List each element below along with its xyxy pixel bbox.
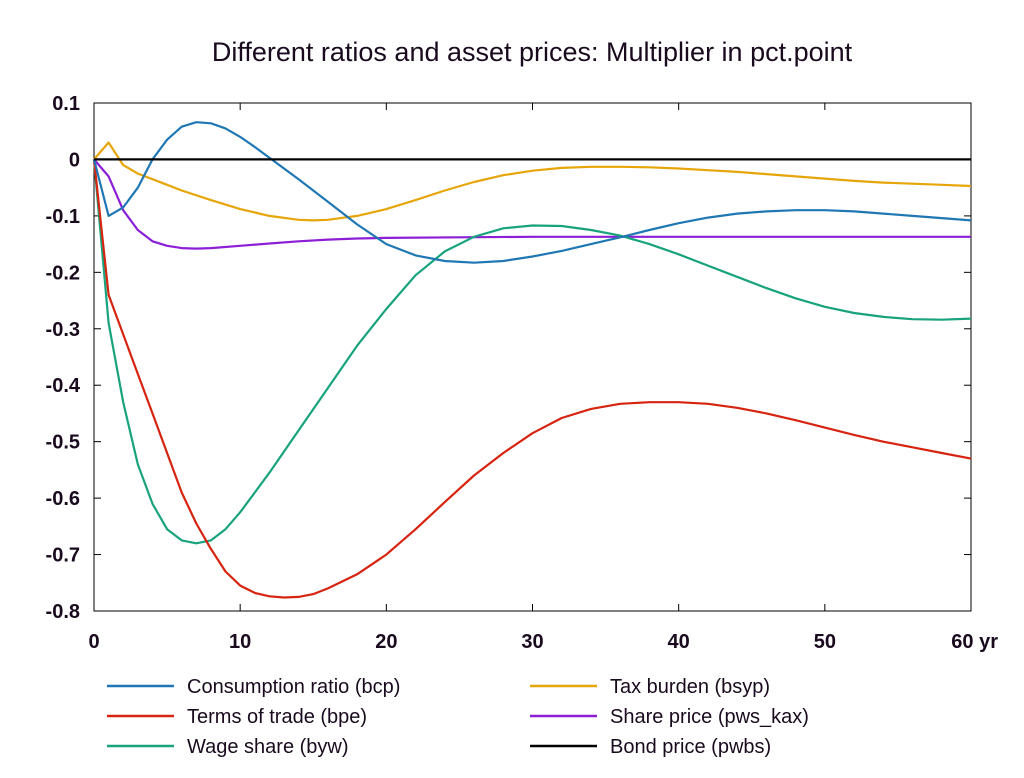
y-tick-label: -0.5 (46, 432, 80, 454)
legend-label: Bond price (pwbs) (610, 736, 771, 758)
y-tick-label: -0.1 (46, 206, 80, 228)
legend-item: Bond price (pwbs) (530, 736, 771, 758)
legend-label: Consumption ratio (bcp) (187, 676, 400, 698)
x-tick-label: 50 (814, 631, 836, 653)
y-tick-label: -0.6 (46, 488, 80, 510)
y-tick-label: 0 (69, 149, 80, 171)
series-line-0 (92, 121, 972, 264)
legend: Consumption ratio (bcp) Terms of trade (b… (107, 676, 809, 758)
y-tick-label: -0.4 (46, 375, 81, 397)
y-tick-label: -0.3 (46, 319, 80, 341)
y-tick-label: -0.2 (46, 262, 80, 284)
y-tick-label: -0.7 (46, 545, 80, 567)
x-tick-label: 0 (88, 631, 99, 653)
chart-title: Different ratios and asset prices: Multi… (212, 37, 853, 67)
legend-label: Tax burden (bsyp) (610, 676, 770, 698)
series-line-2 (92, 159, 972, 545)
legend-item: Terms of trade (bpe) (107, 706, 367, 728)
series-layer (92, 121, 972, 599)
legend-label: Wage share (byw) (187, 736, 349, 758)
series-line-4 (93, 158, 971, 250)
x-tick-label: 40 (668, 631, 690, 653)
series-line-3 (93, 141, 972, 222)
axes: 0.1 0 -0.1 -0.2 -0.3 -0.4 -0.5 -0.6 -0.7 -0.8 0 10 2… (46, 93, 999, 653)
x-tick-label: 60 yr (951, 631, 998, 653)
x-tick-label: 20 (375, 631, 397, 653)
y-tick-label: 0.1 (52, 93, 80, 115)
legend-item: Consumption ratio (bcp) (107, 676, 400, 698)
x-tick-label: 30 (521, 631, 543, 653)
legend-label: Terms of trade (bpe) (187, 706, 367, 728)
x-tick-label: 10 (229, 631, 251, 653)
legend-label: Share price (pws_kax) (610, 706, 809, 728)
series-line-1 (92, 159, 972, 599)
y-tick-label: -0.8 (46, 601, 80, 623)
legend-item: Share price (pws_kax) (530, 706, 809, 728)
legend-item: Tax burden (bsyp) (530, 676, 770, 698)
legend-item: Wage share (byw) (107, 736, 349, 758)
